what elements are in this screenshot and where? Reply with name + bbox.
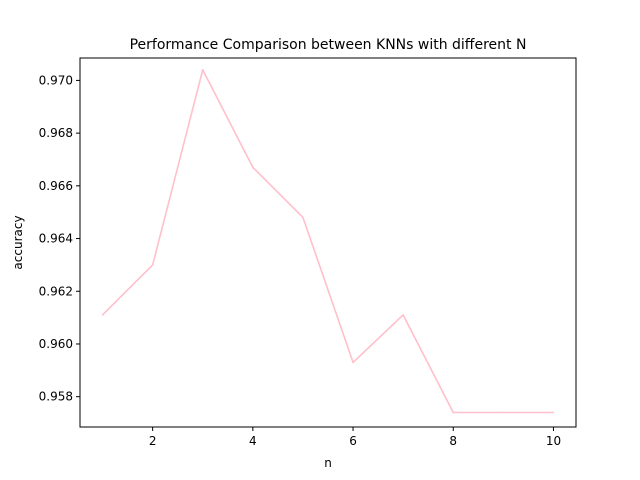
y-tick-label: 0.966 — [39, 179, 73, 193]
data-point — [452, 411, 455, 414]
y-tick-label: 0.970 — [39, 73, 73, 87]
x-tick-label: 4 — [249, 434, 257, 448]
x-tick-label: 10 — [546, 434, 561, 448]
data-point — [502, 411, 505, 414]
y-tick-label: 0.964 — [39, 232, 73, 246]
data-point — [352, 361, 354, 364]
series-line — [101, 69, 554, 414]
y-tick-label: 0.968 — [39, 126, 73, 140]
data-point — [201, 69, 204, 71]
y-axis: 0.958 0.960 0.962 0.964 0.966 0.968 0.970 — [39, 73, 80, 404]
data-point — [252, 166, 254, 169]
x-tick-label: 8 — [449, 434, 457, 448]
data-point — [552, 411, 555, 414]
chart-title: Performance Comparison between KNNs with… — [130, 37, 527, 53]
data-point — [402, 314, 404, 316]
y-tick-label: 0.962 — [39, 284, 73, 298]
y-axis-label: accuracy — [11, 215, 25, 269]
plot-area — [79, 57, 577, 428]
series-layer — [101, 69, 555, 414]
x-tick-label: 6 — [349, 434, 357, 448]
y-tick-label: 0.960 — [39, 337, 73, 351]
x-axis: 2 4 6 8 10 — [149, 427, 561, 448]
data-point — [302, 216, 304, 219]
data-point — [101, 314, 104, 316]
x-tick-label: 2 — [149, 434, 157, 448]
y-tick-label: 0.958 — [39, 390, 73, 404]
data-point — [151, 264, 154, 266]
x-axis-label: n — [324, 456, 332, 470]
